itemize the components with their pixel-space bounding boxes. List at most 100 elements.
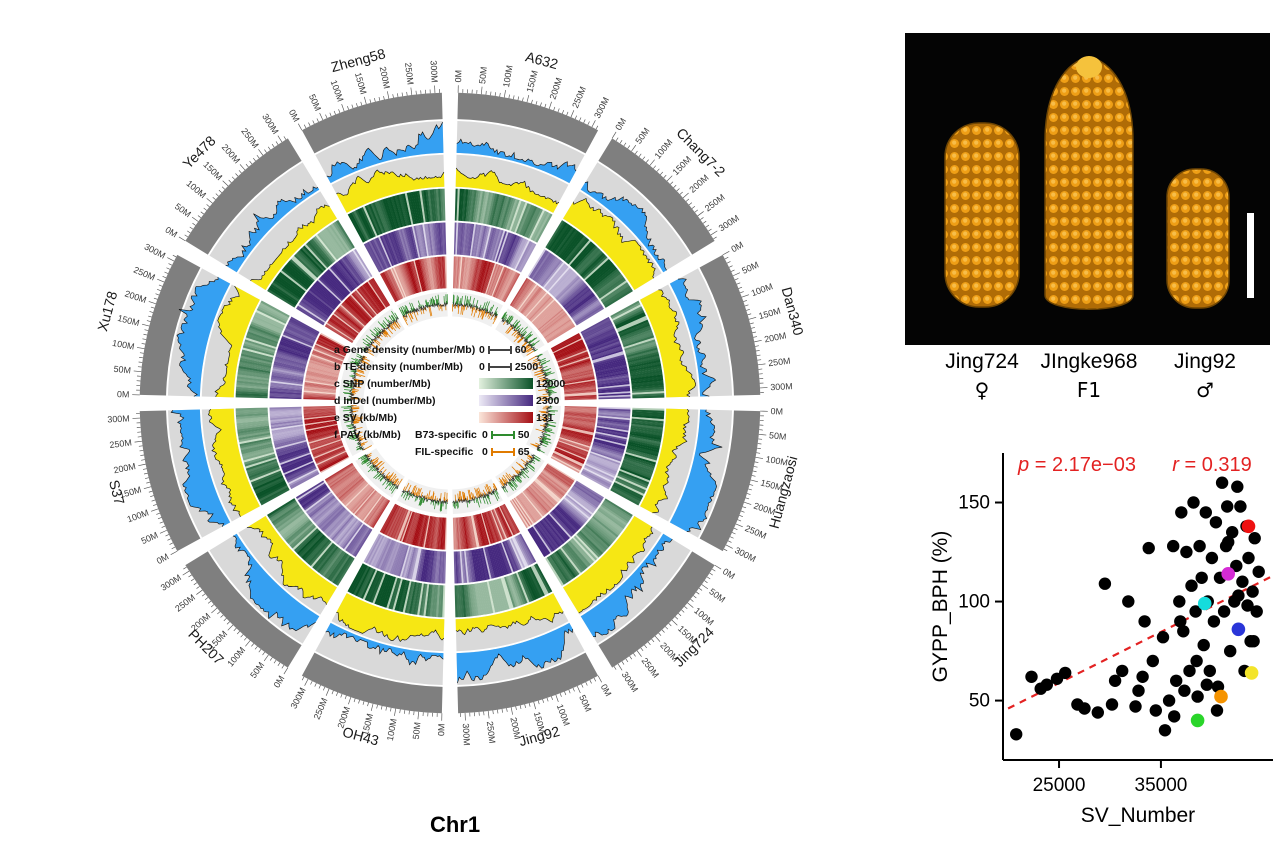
legend-max-b73: 50: [517, 428, 530, 441]
svg-text:250M: 250M: [403, 62, 416, 85]
legend-max-c: 12000: [536, 377, 566, 390]
circos-segment-Dan340: 0M 50M 100M 150M 200M 250M 300M Dan340: [526, 240, 807, 402]
maize-ear-left: [944, 122, 1020, 308]
maize-ear-center: [1044, 56, 1134, 310]
svg-text:100M: 100M: [126, 507, 150, 524]
scale-bar: [1247, 213, 1254, 298]
svg-text:250M: 250M: [312, 696, 330, 720]
svg-text:300M: 300M: [733, 545, 757, 564]
legend-max-fil: 65: [517, 445, 530, 458]
legend-whisker-b73-icon: [490, 430, 515, 439]
svg-text:100M: 100M: [765, 454, 789, 468]
svg-text:250M: 250M: [570, 85, 588, 109]
svg-text:300M: 300M: [289, 686, 308, 710]
svg-text:50M: 50M: [248, 660, 266, 680]
svg-text:300M: 300M: [770, 381, 793, 392]
legend-row-gene-density: a Gene density (number/Mb) 0 60: [334, 341, 590, 358]
svg-text:300M: 300M: [592, 96, 611, 120]
svg-text:150M: 150M: [757, 306, 781, 322]
svg-text:300M: 300M: [143, 242, 167, 261]
legend-sublabel-b73: B73-specific: [415, 428, 477, 441]
legend-whisker-fil-icon: [490, 447, 515, 456]
photo-labels: Jing724 JIngke968 Jing92 ♀ F1 ♂: [905, 350, 1270, 410]
svg-text:A632: A632: [524, 48, 560, 72]
svg-text:200M: 200M: [220, 142, 242, 165]
svg-text:0M: 0M: [287, 108, 302, 124]
scatter-plot: 25000 35000 50 100 150 SV_Number GYPP_BPH (%) p…: [929, 453, 1274, 827]
female-symbol: ♀: [974, 378, 990, 402]
circos-chromosome-title: Chr1: [429, 812, 481, 837]
svg-text:100M: 100M: [225, 645, 247, 669]
legend-min-a: 0: [479, 343, 485, 356]
legend-label-f: f PAV (kb/Mb): [334, 428, 401, 441]
svg-text:100M: 100M: [184, 178, 208, 200]
svg-text:Dan340: Dan340: [779, 285, 807, 337]
svg-text:300M: 300M: [260, 112, 281, 136]
svg-text:0M: 0M: [721, 566, 737, 581]
legend-label-c: c SNP (number/Mb): [334, 377, 431, 390]
svg-text:Huangzaosi: Huangzaosi: [766, 454, 801, 530]
legend-min-b73: 0: [482, 428, 488, 441]
svg-text:200M: 200M: [378, 66, 392, 90]
svg-text:50M: 50M: [173, 201, 193, 219]
svg-text:300M: 300M: [107, 413, 130, 424]
svg-text:200M: 200M: [763, 330, 787, 344]
svg-text:200M: 200M: [123, 288, 147, 305]
svg-text:50M: 50M: [113, 364, 131, 376]
scatter-points: [1010, 476, 1265, 741]
svg-text:25000: 25000: [1033, 775, 1086, 796]
legend-label-d: d InDel (number/Mb): [334, 394, 436, 407]
p-value-annotation: p = 2.17e−03: [1017, 454, 1136, 476]
scatter-ylabel: GYPP_BPH (%): [929, 531, 952, 683]
legend-label-b: b TE density (number/Mb): [334, 360, 463, 373]
legend-max-b: 2500: [514, 360, 539, 373]
legend-sublabel-fil: FIL-specific: [415, 445, 474, 458]
legend-min-fil: 0: [482, 445, 488, 458]
parent-name-female: Jing724: [945, 350, 1019, 373]
svg-text:250M: 250M: [485, 721, 498, 744]
svg-text:100M: 100M: [501, 64, 515, 88]
svg-text:OH43: OH43: [341, 724, 381, 749]
legend-row-sv: e SV (kb/Mb) 131: [334, 409, 590, 426]
f1-label: F1: [1076, 378, 1102, 402]
svg-text:Jing92: Jing92: [517, 723, 561, 749]
circos-segment-A632: 0M 50M 100M 150M 200M 250M 300M A632: [451, 48, 611, 327]
svg-text:250M: 250M: [173, 592, 197, 613]
svg-text:0M: 0M: [155, 551, 171, 566]
maize-ear-right: [1166, 168, 1230, 309]
circos-segment-Xu178: 0M 50M 100M 150M 200M 250M 300M Xu178: [94, 242, 374, 401]
svg-text:50M: 50M: [769, 430, 787, 442]
svg-text:0M: 0M: [163, 225, 179, 240]
parent-name-male: Jing92: [1174, 350, 1236, 373]
svg-text:150M: 150M: [525, 69, 540, 93]
legend-row-snp: c SNP (number/Mb) 12000: [334, 375, 590, 392]
svg-text:100M: 100M: [329, 79, 346, 103]
scatter-xlabel: SV_Number: [1081, 804, 1195, 827]
legend-max-d: 2300: [536, 394, 560, 407]
svg-text:0M: 0M: [117, 389, 130, 399]
legend-row-pav-b73: f PAV (kb/Mb) B73-specific 0 50: [334, 426, 590, 443]
scatter-axes: 25000 35000 50 100 150 SV_Number GYPP_BPH (%): [929, 453, 1273, 827]
svg-text:150M: 150M: [671, 154, 694, 177]
svg-text:50M: 50M: [577, 693, 593, 713]
svg-text:50: 50: [969, 691, 990, 712]
svg-text:150: 150: [958, 493, 990, 514]
svg-text:100M: 100M: [750, 281, 774, 298]
svg-text:S37: S37: [106, 478, 128, 507]
svg-text:200M: 200M: [113, 461, 137, 475]
svg-text:250M: 250M: [132, 265, 156, 283]
svg-text:100M: 100M: [652, 137, 674, 161]
legend-gradient-e-icon: [479, 412, 533, 423]
svg-text:0M: 0M: [436, 723, 446, 736]
svg-text:50M: 50M: [307, 93, 323, 113]
svg-text:35000: 35000: [1135, 775, 1188, 796]
svg-text:250M: 250M: [109, 437, 132, 450]
male-symbol: ♂: [1196, 378, 1214, 402]
legend-row-pav-fil: FIL-specific 0 65: [334, 443, 590, 460]
